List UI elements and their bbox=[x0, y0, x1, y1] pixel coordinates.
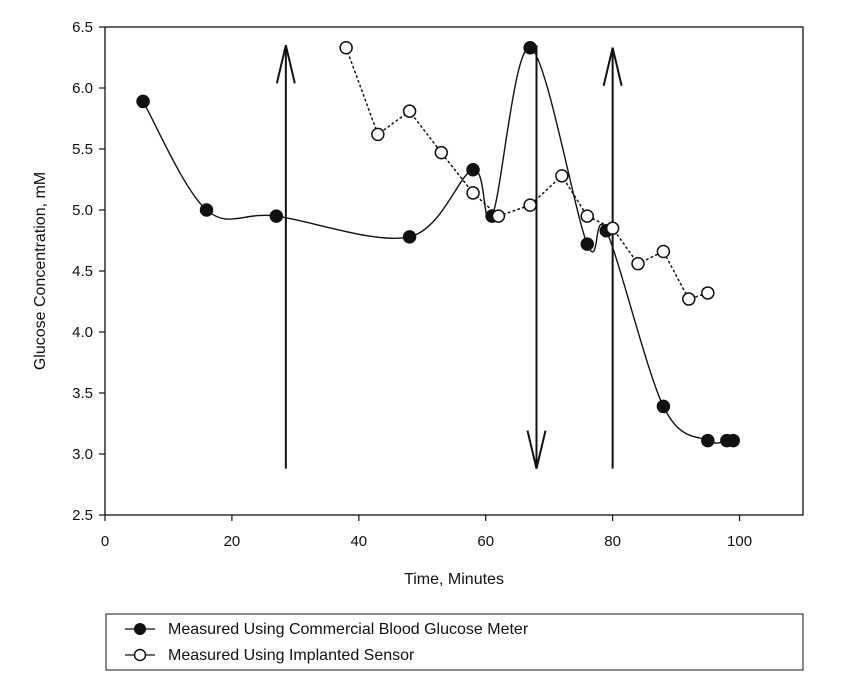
sensor-point bbox=[339, 40, 353, 55]
y-tick-label: 6.5 bbox=[72, 19, 93, 36]
series-lines bbox=[142, 46, 734, 444]
sensor-point bbox=[523, 198, 537, 212]
x-axis: 0 20 40 60 80 100 bbox=[101, 515, 752, 550]
y-tick-label: 4.5 bbox=[72, 263, 93, 280]
meter-point bbox=[580, 237, 595, 251]
meter-point bbox=[726, 433, 740, 448]
meter-point bbox=[701, 433, 715, 448]
y-tick-label: 3.5 bbox=[72, 385, 93, 402]
sensor-point bbox=[605, 221, 620, 236]
meter-point bbox=[466, 162, 480, 177]
x-tick-label: 100 bbox=[727, 533, 752, 550]
meter-point bbox=[656, 399, 671, 414]
sensor-point bbox=[371, 127, 385, 142]
x-tick-label: 20 bbox=[224, 533, 241, 550]
legend-label-meter: Measured Using Commercial Blood Glucose … bbox=[168, 621, 529, 638]
y-axis: 2.5 3.0 3.5 4.0 4.5 5.0 5.5 6.0 6.5 bbox=[72, 19, 105, 524]
arrow-up bbox=[602, 47, 623, 469]
sensor-point bbox=[491, 209, 506, 223]
y-tick-label: 6.0 bbox=[72, 80, 93, 97]
series-line-meter bbox=[142, 47, 734, 444]
x-tick-label: 0 bbox=[101, 533, 109, 550]
annotation-arrows bbox=[275, 45, 623, 469]
plot-frame bbox=[104, 26, 804, 516]
legend-marker-sensor bbox=[133, 648, 147, 662]
legend-marker-meter bbox=[134, 623, 146, 635]
legend-box bbox=[105, 613, 804, 671]
meter-point bbox=[269, 209, 284, 223]
y-tick-label: 2.5 bbox=[72, 507, 93, 524]
y-tick-label: 3.0 bbox=[72, 446, 93, 463]
meter-point bbox=[136, 94, 150, 109]
y-tick-label: 5.5 bbox=[72, 141, 93, 158]
sensor-point bbox=[466, 186, 480, 200]
y-tick-label: 5.0 bbox=[72, 202, 93, 219]
x-tick-label: 40 bbox=[350, 533, 367, 550]
arrow-down bbox=[526, 45, 547, 469]
sensor-point bbox=[555, 169, 569, 183]
x-tick-label: 60 bbox=[477, 533, 494, 550]
meter-point bbox=[523, 40, 537, 55]
sensor-point bbox=[580, 209, 595, 223]
meter-point bbox=[199, 203, 214, 217]
sensor-point bbox=[656, 244, 671, 259]
legend-label-sensor: Measured Using Implanted Sensor bbox=[168, 647, 415, 664]
sensor-point bbox=[631, 256, 645, 271]
x-axis-title: Time, Minutes bbox=[404, 571, 504, 588]
x-tick-label: 80 bbox=[604, 533, 621, 550]
meter-point bbox=[402, 230, 417, 244]
sensor-point bbox=[402, 104, 417, 118]
y-axis-title: Glucose Concentration, mM bbox=[32, 172, 49, 370]
sensor-point bbox=[701, 286, 715, 300]
arrow-up bbox=[275, 45, 296, 469]
sensor-point bbox=[682, 292, 696, 306]
legend: Measured Using Commercial Blood Glucose … bbox=[105, 613, 804, 671]
series-markers bbox=[136, 40, 740, 448]
series-line-sensor bbox=[345, 46, 709, 300]
sensor-point bbox=[434, 145, 449, 160]
y-tick-label: 4.0 bbox=[72, 324, 93, 341]
